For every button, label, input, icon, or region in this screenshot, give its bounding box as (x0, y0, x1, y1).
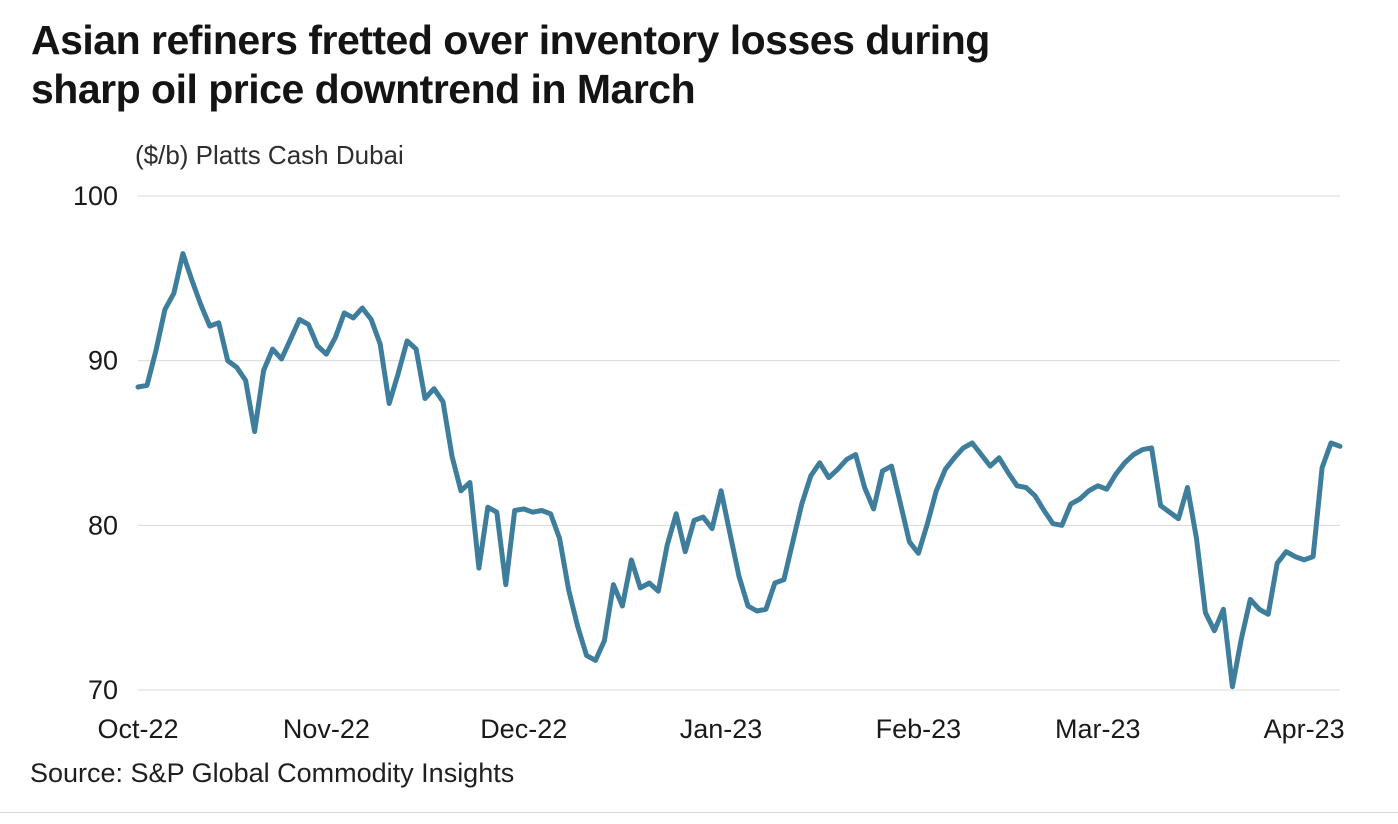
y-axis-label-70: 70 (88, 675, 118, 705)
x-axis-label-Feb-23: Feb-23 (876, 714, 962, 744)
chart-title: Asian refiners fretted over inventory lo… (31, 16, 1311, 114)
y-axis-label-90: 90 (88, 346, 118, 376)
x-axis-label-Apr-23: Apr-23 (1264, 714, 1345, 744)
x-axis-label-Dec-22: Dec-22 (480, 714, 567, 744)
y-axis-label-100: 100 (73, 181, 118, 211)
price-line-platts-cash-dubai (135, 251, 1343, 690)
chart-title-line-1: Asian refiners fretted over inventory lo… (31, 17, 990, 63)
chart-title-line-2: sharp oil price downtrend in March (31, 66, 696, 113)
line-chart: 100 90 80 70 Oct-22 Nov-22 Dec-22 Jan-23 Feb-23 M… (73, 181, 1345, 744)
x-axis-label-Nov-22: Nov-22 (283, 714, 370, 744)
y-axis-label-80: 80 (88, 510, 118, 540)
x-axis-label-Jan-23: Jan-23 (680, 714, 763, 744)
bottom-divider (0, 812, 1398, 813)
x-axis-label-Mar-23: Mar-23 (1055, 714, 1141, 744)
source-attribution: Source: S&P Global Commodity Insights (30, 758, 515, 788)
chart-unit-label: ($/b) Platts Cash Dubai (135, 140, 404, 170)
x-axis-label-Oct-22: Oct-22 (97, 714, 178, 744)
chart-area: 100 90 80 70 Oct-22 Nov-22 Dec-22 Jan-23 Feb-23 M… (0, 180, 1398, 755)
